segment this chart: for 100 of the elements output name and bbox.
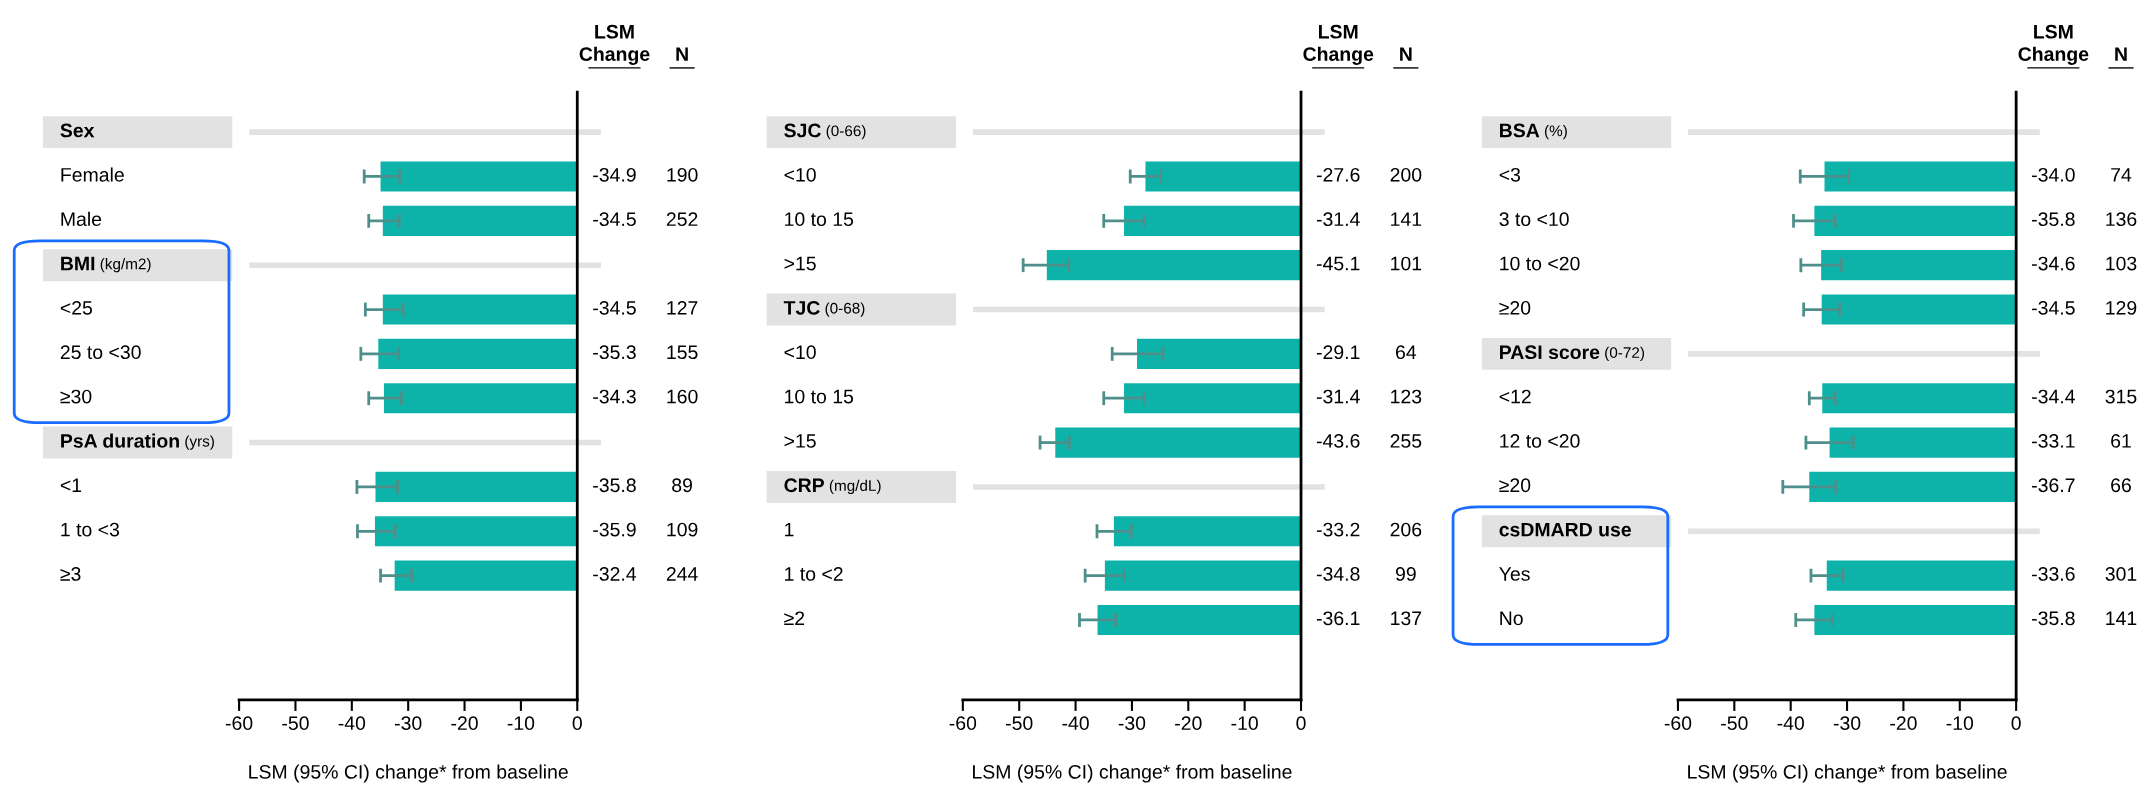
data-label: -33.2 bbox=[1316, 522, 1360, 537]
text: 206 bbox=[1390, 522, 1422, 537]
data-label: -27.6 bbox=[1316, 167, 1360, 182]
data-label: -32.4 bbox=[593, 567, 637, 581]
data-label: -33.1 bbox=[2032, 434, 2075, 448]
data-label: -34.9 bbox=[593, 167, 636, 182]
x-tick-label: -10 bbox=[1231, 716, 1258, 731]
y-tick-label: PASI score (0-72) bbox=[1500, 345, 1645, 361]
text: 99 bbox=[1395, 567, 1416, 581]
x-tick-label: -30 bbox=[1833, 716, 1861, 731]
text: 74 bbox=[2111, 168, 2132, 182]
y-tick-label: CRP (mg/dL) bbox=[784, 478, 881, 495]
x-tick-label: -10 bbox=[507, 716, 535, 731]
x-tick-label: -60 bbox=[949, 716, 977, 731]
text: 252 bbox=[666, 212, 698, 227]
y-tick-label: <25 bbox=[60, 300, 93, 315]
x-tick-label: -20 bbox=[1890, 716, 1917, 731]
data-label: -34.0 bbox=[2032, 167, 2075, 182]
x-tick-label: 0 bbox=[1296, 716, 1306, 731]
text: 141 bbox=[1391, 212, 1422, 226]
y-tick-label: ≥3 bbox=[60, 567, 81, 581]
text: 137 bbox=[1391, 611, 1422, 626]
text: 66 bbox=[2111, 478, 2131, 493]
y-tick-label: <3 bbox=[1499, 167, 1521, 182]
x-tick-label: 0 bbox=[572, 716, 582, 731]
text: 129 bbox=[2106, 300, 2137, 315]
y-tick-label: SJC (0-66) bbox=[784, 123, 866, 140]
data-label: -36.1 bbox=[1316, 611, 1360, 626]
data-label: -35.9 bbox=[593, 522, 636, 537]
y-tick-label: 10 to 15 bbox=[785, 212, 854, 227]
y-tick-label: 10 to <20 bbox=[1500, 256, 1580, 271]
text: 64 bbox=[1396, 345, 1417, 360]
x-tick-label: -30 bbox=[1118, 716, 1146, 731]
y-tick-label: >15 bbox=[784, 256, 816, 271]
y-tick-label: Male bbox=[61, 211, 102, 227]
text: 244 bbox=[666, 567, 698, 581]
data-label: -35.8 bbox=[593, 478, 636, 493]
data-label: -35.8 bbox=[2032, 212, 2075, 227]
x-tick-label: -30 bbox=[395, 716, 422, 731]
text: 255 bbox=[1390, 434, 1422, 448]
y-tick-label: BSA (%) bbox=[1500, 123, 1567, 140]
text: 141 bbox=[2106, 611, 2137, 625]
text: 103 bbox=[2106, 256, 2137, 271]
y-tick-label: TJC (0-68) bbox=[783, 300, 865, 317]
y-tick-label: <10 bbox=[784, 345, 816, 360]
y-tick-label: ≥30 bbox=[60, 389, 92, 404]
y-tick-label: 25 to <30 bbox=[60, 345, 141, 360]
y-tick-label: 3 to <10 bbox=[1499, 212, 1569, 227]
data-label: -45.1 bbox=[1316, 256, 1360, 271]
y-tick-label: Female bbox=[61, 167, 124, 182]
text: 315 bbox=[2105, 389, 2137, 404]
data-label: -31.4 bbox=[1316, 212, 1360, 227]
x-tick-label: 0 bbox=[2011, 716, 2021, 731]
data-label: -34.5 bbox=[593, 212, 636, 227]
data-label: -34.6 bbox=[2032, 256, 2075, 271]
y-tick-label: <12 bbox=[1499, 389, 1531, 404]
x-axis-title: LSM (95% CI) change* from baseline bbox=[1688, 764, 2007, 783]
x-tick-label: -50 bbox=[282, 716, 309, 731]
x-tick-label: -20 bbox=[451, 716, 478, 731]
y-tick-label: ≥20 bbox=[1499, 478, 1531, 493]
text: 89 bbox=[672, 478, 692, 493]
x-tick-label: -50 bbox=[1721, 716, 1748, 731]
text: N bbox=[676, 47, 688, 61]
data-label: -34.3 bbox=[593, 389, 636, 404]
data-label: -36.7 bbox=[2032, 478, 2075, 493]
y-tick-label: 10 to 15 bbox=[785, 389, 854, 404]
y-tick-label: 1 bbox=[785, 522, 794, 537]
y-tick-label: >15 bbox=[784, 434, 816, 448]
y-tick-label: BMI (kg/m2) bbox=[61, 256, 151, 273]
text: 109 bbox=[667, 522, 698, 537]
x-tick-label: -40 bbox=[338, 716, 366, 731]
text: 61 bbox=[2111, 434, 2131, 448]
text: N bbox=[1400, 47, 1412, 61]
text: 301 bbox=[2105, 567, 2137, 581]
x-tick-label: -40 bbox=[1777, 716, 1804, 731]
text: 160 bbox=[667, 389, 698, 404]
y-tick-label: 1 to <3 bbox=[61, 522, 120, 537]
y-tick-label: 12 to <20 bbox=[1500, 434, 1580, 448]
y-tick-label: ≥2 bbox=[784, 611, 805, 625]
text: 101 bbox=[1391, 256, 1422, 271]
text: 200 bbox=[1390, 167, 1422, 182]
y-tick-label: PsA duration (yrs) bbox=[61, 433, 214, 450]
y-tick-label: 1 to <2 bbox=[785, 567, 843, 581]
data-label: -43.6 bbox=[1316, 434, 1360, 448]
x-axis-title: LSM (95% CI) change* from baseline bbox=[973, 764, 1292, 783]
x-tick-label: -60 bbox=[225, 716, 253, 731]
text: 155 bbox=[667, 345, 698, 360]
data-label: -34.8 bbox=[1316, 567, 1360, 581]
y-tick-label: <10 bbox=[784, 167, 816, 182]
text: LSM Change bbox=[1303, 24, 1374, 65]
data-label: -35.8 bbox=[2032, 611, 2075, 626]
data-label: -34.4 bbox=[2032, 389, 2075, 404]
y-tick-label: csDMARD use bbox=[1499, 522, 1631, 537]
data-label: -31.4 bbox=[1316, 389, 1360, 404]
x-tick-label: -20 bbox=[1175, 716, 1202, 731]
x-tick-label: -10 bbox=[1946, 716, 1974, 731]
text: 127 bbox=[667, 300, 698, 315]
y-tick-label: No bbox=[1500, 611, 1523, 626]
y-tick-label: Yes bbox=[1499, 567, 1530, 581]
x-tick-label: -40 bbox=[1062, 716, 1089, 731]
